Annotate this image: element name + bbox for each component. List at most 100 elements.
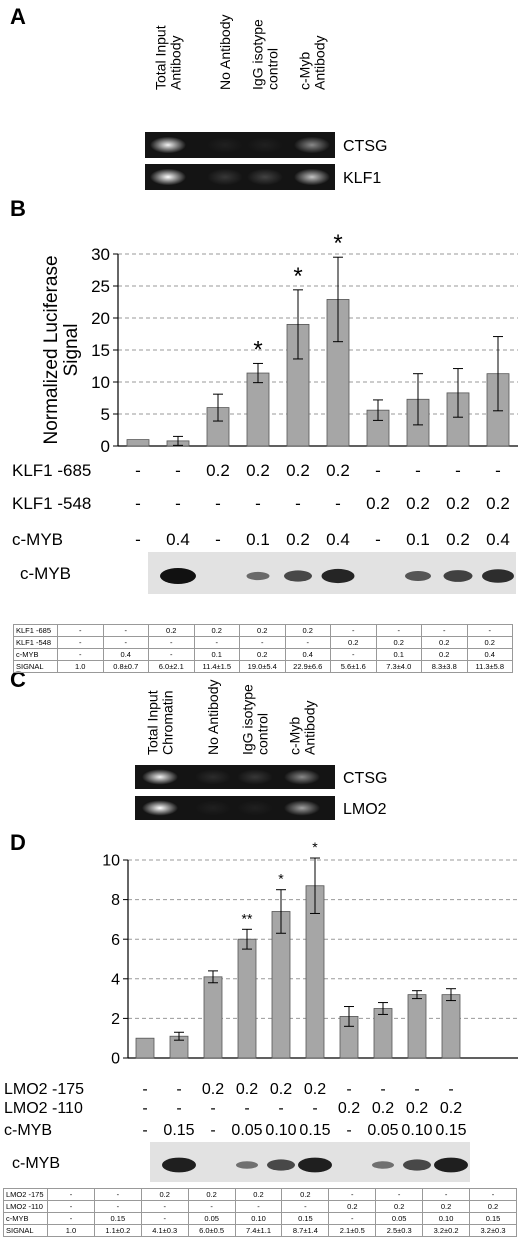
table-cell: -	[469, 1188, 517, 1201]
blot-band	[372, 1161, 394, 1169]
condition-value: 0.2	[446, 530, 470, 549]
lane-label-line: No Antibody	[205, 680, 221, 756]
table-cell: 0.1	[375, 648, 422, 661]
y-tick-label: 4	[111, 971, 120, 988]
gel-band	[294, 136, 330, 154]
gel-panel-c: Total Input Chromatin No Antibody IgG isoty…	[135, 680, 387, 820]
condition-value: 0.2	[286, 530, 310, 549]
y-tick-label: 25	[91, 277, 110, 296]
blot-band	[162, 1157, 196, 1173]
panel-letter-c: C	[10, 667, 26, 692]
condition-value: -	[255, 494, 261, 513]
table-row: SIGNAL 1.0 1.1±0.2 4.1±0.3 6.0±0.5 7.4±1.1 8.7…	[3, 1224, 517, 1237]
table-row: c-MYB -0.4-0.1 0.2 0.4-0.1 0.2 0.4	[13, 648, 513, 661]
table-row-label: SIGNAL	[3, 1224, 48, 1237]
table-cell: 0.2	[422, 1200, 471, 1213]
condition-value: -	[215, 494, 221, 513]
y-axis-label-line: Normalized Luciferase	[41, 255, 62, 444]
table-cell: 0.4	[102, 648, 149, 661]
condition-value: 0.2	[440, 1100, 462, 1117]
condition-value: 0.2	[202, 1081, 224, 1098]
table-cell: -	[148, 648, 195, 661]
table-cell: 11.3±5.8	[466, 660, 513, 673]
table-cell: 0.2	[239, 624, 286, 637]
table-cell: 0.2	[328, 1200, 377, 1213]
gene-label-lmo2: LMO2	[343, 801, 387, 818]
table-cell: 0.2	[466, 636, 513, 649]
table-cell: 22.9±6.6	[284, 660, 331, 673]
lane-label-line: IgG isotype	[240, 684, 256, 755]
gene-label-klf1: KLF1	[343, 170, 381, 187]
gel-band	[284, 769, 320, 785]
bar-chart-b: 0 5 10 15 20 25 30 Normalized Luciferase Signal *…	[12, 230, 518, 594]
gel-band	[284, 800, 320, 816]
table-cell: 0.2	[140, 1188, 189, 1201]
table-cell: -	[187, 1200, 236, 1213]
condition-value: -	[380, 1081, 385, 1098]
lane-label-line: Antibody	[312, 36, 328, 90]
condition-value: -	[346, 1122, 351, 1139]
condition-label: LMO2 -110	[4, 1100, 83, 1117]
panel-letter-a: A	[10, 4, 26, 29]
table-cell: 0.2	[193, 624, 240, 637]
gel-band	[150, 168, 186, 186]
blot-band	[443, 570, 473, 582]
gene-label-ctsg: CTSG	[343, 138, 387, 155]
condition-value: 0.4	[326, 530, 350, 549]
table-cell: 7.4±1.1	[234, 1224, 283, 1237]
table-cell: -	[47, 1200, 95, 1213]
table-cell: 0.2	[187, 1188, 236, 1201]
table-cell: 0.2	[375, 1200, 424, 1213]
condition-value: 0.10	[265, 1122, 296, 1139]
blot-band	[405, 571, 431, 581]
condition-value: -	[375, 530, 381, 549]
table-cell: -	[330, 624, 377, 637]
condition-value: -	[346, 1081, 351, 1098]
table-cell: -	[102, 624, 149, 637]
gene-label-ctsg: CTSG	[343, 770, 387, 787]
y-tick-label: 5	[101, 405, 110, 424]
gel-band	[142, 769, 178, 785]
blot-band	[321, 568, 355, 584]
gel-band	[195, 800, 231, 816]
table-row: c-MYB -0.15-0.05 0.10 0.15-0.05 0.10 0.15	[3, 1212, 517, 1225]
table-cell: -	[284, 636, 331, 649]
table-row-label: c-MYB	[3, 1212, 48, 1225]
lane-label-line: Antibody	[168, 36, 184, 90]
significance-marker: *	[312, 839, 318, 855]
condition-value: 0.05	[231, 1122, 262, 1139]
condition-value: -	[414, 1081, 419, 1098]
significance-marker: *	[333, 230, 342, 257]
blot-band	[284, 570, 312, 582]
condition-label: KLF1 -685	[12, 461, 91, 480]
blot-band	[246, 571, 270, 581]
table-cell: -	[140, 1212, 189, 1225]
lane-label-line: IgG isotype	[250, 19, 266, 90]
lane-label-4: c-Myb Antibody	[297, 36, 328, 90]
table-cell: -	[234, 1200, 283, 1213]
table-cell: -	[239, 636, 286, 649]
condition-value: 0.15	[435, 1122, 466, 1139]
bar	[203, 976, 223, 1059]
bar	[441, 994, 461, 1059]
y-tick-label: 8	[111, 892, 120, 909]
gel-panel-a: Total Input Antibody No Antibody IgG isotyp…	[145, 15, 387, 190]
condition-value: 0.1	[406, 530, 430, 549]
lane-label-line: Total Input	[145, 690, 161, 755]
table-cell: 0.10	[422, 1212, 471, 1225]
table-cell: -	[375, 624, 422, 637]
y-tick-label: 15	[91, 341, 110, 360]
condition-label: KLF1 -548	[12, 494, 91, 513]
condition-value: 0.4	[486, 530, 510, 549]
table-cell: -	[330, 648, 377, 661]
condition-value: -	[142, 1122, 147, 1139]
bar	[373, 1008, 393, 1059]
condition-label: c-MYB	[12, 530, 63, 549]
condition-value: -	[135, 461, 141, 480]
condition-value: -	[312, 1100, 317, 1117]
table-cell: -	[140, 1200, 189, 1213]
table-cell: -	[57, 624, 104, 637]
table-cell: -	[466, 624, 513, 637]
table-cell: 0.2	[234, 1188, 283, 1201]
significance-marker: *	[293, 263, 302, 290]
